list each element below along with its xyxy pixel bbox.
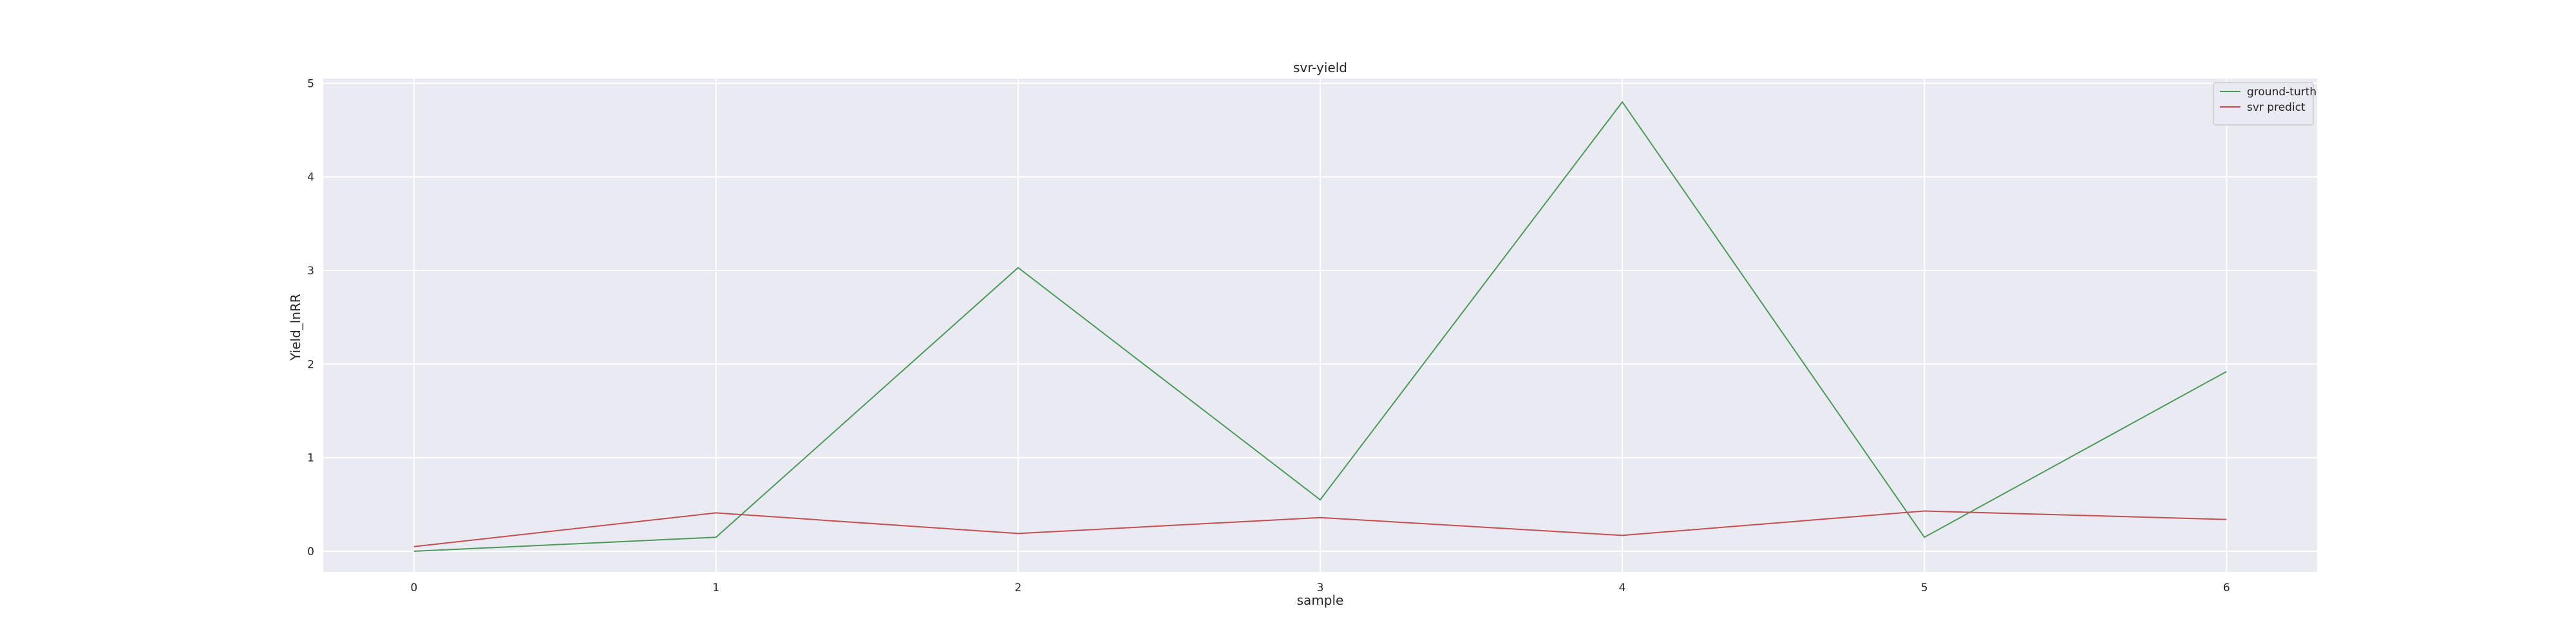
y-tick-label: 2 (307, 358, 314, 371)
legend-label: svr predict (2247, 101, 2306, 114)
legend-label: ground-turth (2247, 86, 2316, 99)
series-lines (413, 100, 2227, 553)
y-gridlines (323, 82, 2317, 553)
x-tick-labels: 0 1 2 3 4 5 6 (410, 582, 2230, 594)
y-tick-labels: 0 1 2 3 4 5 (307, 77, 314, 558)
x-tick-label: 5 (1921, 582, 1928, 594)
y-tick-label: 0 (307, 545, 314, 558)
x-tick-label: 1 (712, 582, 719, 594)
legend-box (2213, 82, 2314, 126)
x-tick-label: 0 (410, 582, 417, 594)
legend: ground-turth svr predict (2213, 82, 2316, 126)
y-tick-label: 3 (307, 265, 314, 278)
x-gridlines (413, 79, 2228, 572)
x-tick-label: 3 (1317, 582, 1324, 594)
y-axis-label: Yield_lnRR (288, 294, 303, 361)
x-tick-label: 2 (1014, 582, 1021, 594)
y-tick-label: 1 (307, 452, 314, 465)
x-tick-label: 4 (1619, 582, 1626, 594)
series-line (413, 510, 2227, 547)
x-axis-label: sample (1297, 592, 1344, 608)
y-tick-label: 4 (307, 171, 314, 184)
x-tick-label: 6 (2223, 582, 2230, 594)
series-line (413, 100, 2227, 553)
chart-title: svr-yield (1293, 60, 1347, 75)
y-tick-label: 5 (307, 77, 314, 90)
